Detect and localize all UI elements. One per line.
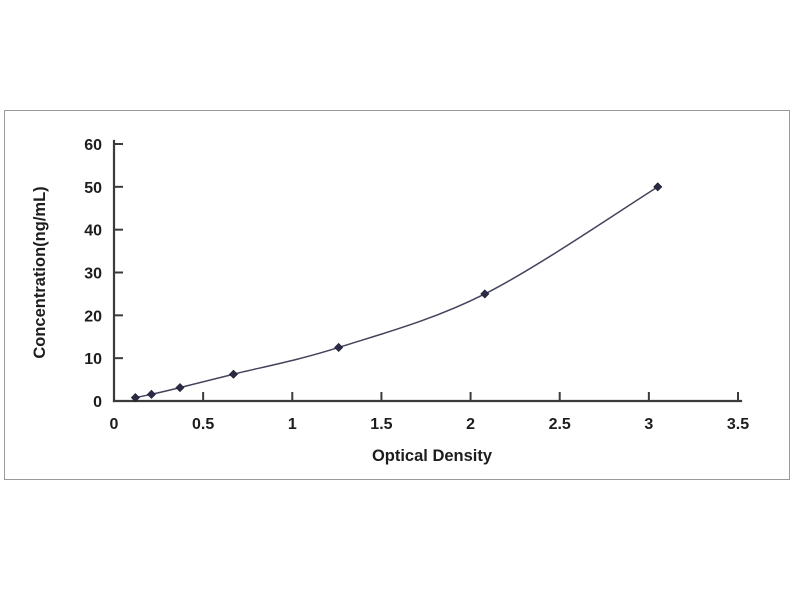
y-tick-label: 30	[84, 266, 102, 283]
x-tick-label: 0	[110, 416, 119, 433]
x-axis-title: Optical Density	[372, 447, 493, 465]
y-tick-label: 50	[84, 180, 102, 197]
standard-curve-line	[135, 186, 659, 399]
data-point-marker: (3.05, 50)	[653, 182, 663, 192]
chart-figure-frame: 0 0.5 1 1.5 2 2.5 3 3.5 0 10 20 30 40 50 60 (0.12, 0.…	[4, 110, 790, 480]
x-tick-label: 2.5	[549, 416, 571, 433]
x-tick-label: 0.5	[192, 416, 214, 433]
data-point-marker: (2.08, 25)	[480, 289, 490, 299]
y-tick-label: 0	[93, 394, 102, 411]
chart-plot-area: 0 0.5 1 1.5 2 2.5 3 3.5 0 10 20 30 40 50 60 (0.12, 0.…	[5, 111, 791, 481]
y-axis-title: Concentration(ng/mL)	[31, 186, 49, 358]
data-point-marker: (0.12, 0.8)	[130, 393, 140, 403]
x-tick-label: 2	[466, 416, 475, 433]
y-tick-label: 20	[84, 308, 102, 325]
data-point-marker: (1.26, 12.5)	[334, 342, 344, 352]
data-point-marker: (0.67, 6.25)	[228, 369, 238, 379]
data-point-marker: (0.21, 1.56)	[146, 389, 156, 399]
x-tick-label: 1.5	[370, 416, 392, 433]
axis-titles: Optical Density Concentration(ng/mL)	[31, 186, 493, 465]
y-tick-label: 40	[84, 223, 102, 240]
x-axis-ticks: 0 0.5 1 1.5 2 2.5 3 3.5	[110, 392, 749, 433]
y-tick-label: 10	[84, 351, 102, 368]
y-tick-label: 60	[84, 137, 102, 154]
data-points: (0.12, 0.8) (0.21, 1.56) (0.37, 3.13) (0.67…	[130, 182, 663, 403]
x-tick-label: 3	[644, 416, 653, 433]
chart-axes	[112, 139, 743, 403]
y-axis-ticks: 0 10 20 30 40 50 60	[84, 137, 123, 411]
data-curve	[135, 186, 659, 399]
x-tick-label: 1	[288, 416, 297, 433]
standard-curve-chart: 0 0.5 1 1.5 2 2.5 3 3.5 0 10 20 30 40 50 60 (0.12, 0.…	[31, 137, 749, 465]
x-tick-label: 3.5	[727, 416, 749, 433]
data-point-marker: (0.37, 3.13)	[175, 383, 185, 393]
